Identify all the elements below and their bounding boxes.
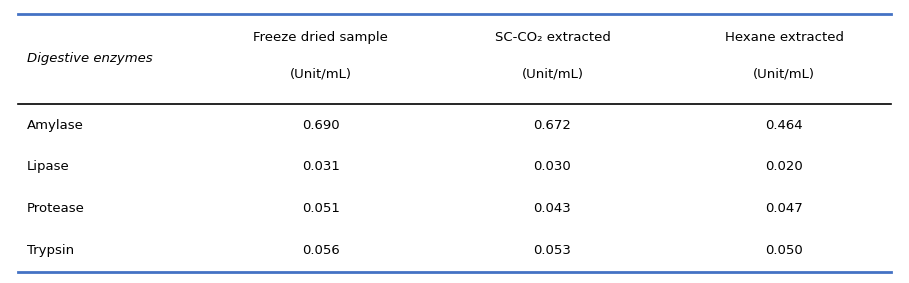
Text: 0.053: 0.053 [534, 245, 572, 257]
Text: 0.056: 0.056 [302, 245, 340, 257]
Text: Hexane extracted: Hexane extracted [724, 31, 844, 44]
Text: Trypsin: Trypsin [27, 245, 74, 257]
Text: 0.030: 0.030 [534, 160, 572, 173]
Text: (Unit/mL): (Unit/mL) [522, 67, 584, 80]
Text: Freeze dried sample: Freeze dried sample [254, 31, 388, 44]
Text: 0.020: 0.020 [765, 160, 803, 173]
Text: SC-CO₂ extracted: SC-CO₂ extracted [494, 31, 611, 44]
Text: Amylase: Amylase [27, 119, 84, 132]
Text: (Unit/mL): (Unit/mL) [290, 67, 352, 80]
Text: (Unit/mL): (Unit/mL) [753, 67, 815, 80]
Text: 0.672: 0.672 [534, 119, 572, 132]
Text: 0.031: 0.031 [302, 160, 340, 173]
Text: Digestive enzymes: Digestive enzymes [27, 52, 153, 65]
Text: 0.050: 0.050 [765, 245, 803, 257]
Text: 0.464: 0.464 [765, 119, 803, 132]
Text: 0.690: 0.690 [302, 119, 340, 132]
Text: 0.051: 0.051 [302, 202, 340, 215]
Text: Protease: Protease [27, 202, 85, 215]
Text: 0.043: 0.043 [534, 202, 572, 215]
Text: 0.047: 0.047 [765, 202, 803, 215]
Text: Lipase: Lipase [27, 160, 70, 173]
